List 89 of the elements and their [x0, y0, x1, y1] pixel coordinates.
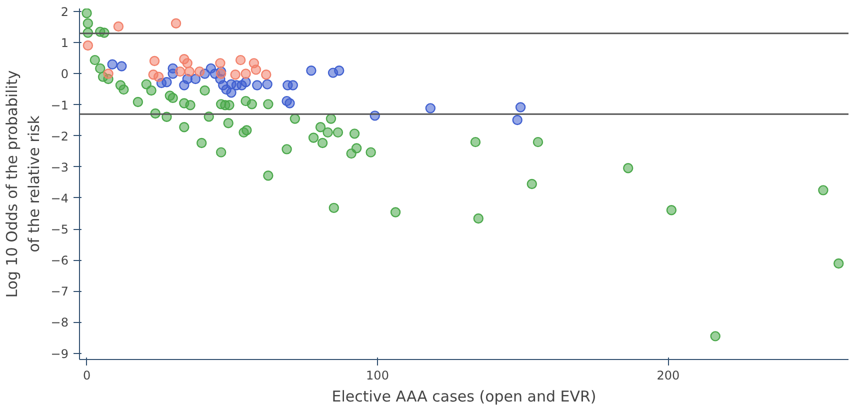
point: [306, 66, 316, 76]
y-tick-label: −5: [50, 222, 69, 237]
point: [334, 66, 344, 76]
point: [282, 144, 292, 154]
point: [366, 147, 376, 158]
point: [230, 70, 240, 80]
point: [834, 258, 844, 269]
point: [252, 80, 262, 90]
point: [82, 18, 94, 28]
point: [216, 147, 226, 158]
point: [162, 77, 172, 88]
y-tick-label: 1: [60, 36, 69, 50]
point: [512, 114, 522, 126]
point: [240, 68, 251, 79]
point: [107, 59, 118, 70]
point: [82, 40, 94, 51]
point: [288, 80, 298, 90]
point: [623, 163, 634, 174]
point: [182, 58, 192, 68]
x-tick-label: 100: [366, 368, 389, 382]
point: [261, 70, 272, 80]
y-tick-label: −8: [50, 316, 69, 330]
point: [103, 68, 114, 79]
y-tick-label: −4: [50, 191, 69, 206]
y-tick-label: −6: [50, 254, 69, 268]
y-tick-label: −9: [50, 346, 69, 361]
point: [346, 148, 356, 159]
point: [284, 98, 295, 108]
point: [118, 84, 129, 95]
point: [308, 132, 319, 143]
x-tick-label: 0: [82, 368, 91, 382]
point: [326, 114, 336, 124]
point: [526, 178, 537, 190]
point: [532, 136, 544, 148]
point: [132, 96, 144, 108]
point: [90, 54, 100, 66]
y-tick-label: −7: [50, 284, 69, 299]
point: [349, 128, 360, 139]
y-tick-label: −2: [50, 129, 69, 144]
point: [153, 72, 164, 82]
point: [262, 79, 272, 90]
point: [246, 99, 258, 110]
point: [174, 66, 186, 77]
point: [190, 74, 201, 84]
point: [146, 85, 156, 96]
point: [390, 207, 401, 218]
point: [240, 77, 251, 88]
point: [470, 136, 481, 148]
y-tick-label: −1: [50, 98, 69, 112]
point: [242, 125, 252, 136]
point: [216, 68, 226, 79]
point: [322, 127, 333, 138]
point: [317, 138, 328, 148]
y-tick-label: −3: [50, 160, 69, 174]
point: [223, 118, 234, 128]
point: [113, 21, 124, 32]
point: [425, 103, 436, 114]
point: [328, 202, 339, 214]
x-tick-label: 200: [656, 368, 680, 382]
point: [235, 54, 246, 66]
point: [179, 122, 190, 132]
point: [215, 58, 226, 68]
y-axis-title: Log 10 Odds of the probability of the relative risk: [3, 70, 43, 298]
point: [194, 66, 205, 77]
point: [515, 102, 526, 112]
point: [224, 100, 234, 110]
point: [200, 85, 210, 96]
point: [185, 100, 196, 110]
point: [116, 61, 127, 72]
point: [95, 63, 106, 74]
point: [818, 185, 828, 196]
point: [149, 56, 160, 66]
y-tick-label: 2: [60, 5, 69, 20]
point: [168, 92, 178, 104]
point: [250, 64, 262, 75]
y-tick-label: 0: [60, 67, 69, 82]
point: [710, 331, 720, 342]
point: [170, 18, 182, 28]
point: [263, 99, 274, 110]
point: [473, 213, 484, 224]
point: [263, 170, 274, 181]
point: [666, 205, 677, 216]
point: [290, 114, 300, 124]
x-axis-title: Elective AAA cases (open and EVR): [332, 388, 596, 406]
point: [196, 138, 207, 148]
point: [315, 122, 326, 132]
point: [82, 8, 92, 18]
point: [332, 127, 344, 138]
point: [184, 66, 194, 77]
